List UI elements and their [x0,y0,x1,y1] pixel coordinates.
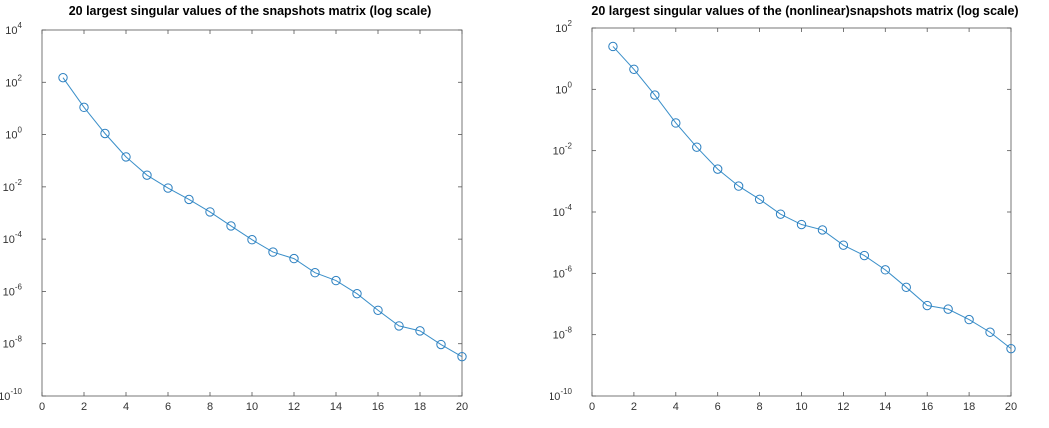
data-point-marker [436,339,446,350]
data-point-marker [943,304,953,314]
data-point-marker [373,305,383,315]
x-tick-label: 6 [165,401,171,413]
data-point-marker [247,235,257,245]
y-tick-label: 102 [555,19,572,35]
data-point-marker [121,152,131,162]
x-tick-label: 12 [288,401,300,413]
plot-area-box [41,29,463,397]
data-point-marker [671,118,681,128]
chart-right-svg: 20 largest singular values of the (nonli… [548,4,1018,413]
y-tick-label: 10-6 [3,282,23,298]
x-tick-label: 0 [589,401,595,413]
data-point-marker [985,327,995,337]
y-tick-label: 10-4 [3,230,23,246]
data-point-marker [268,247,278,257]
x-tick-label: 2 [631,401,637,413]
data-point-marker [163,183,173,193]
chart-left-svg: 20 largest singular values of the snapsh… [0,4,468,413]
data-point-marker [289,253,299,264]
data-point-marker [964,314,974,325]
x-tick-label: 12 [837,401,849,413]
chart-title: 20 largest singular values of the (nonli… [591,4,1018,18]
x-tick-label: 18 [414,401,426,413]
x-tick-label: 20 [456,401,468,413]
x-tick-label: 14 [330,401,342,413]
data-point-marker [838,240,849,250]
data-point-marker [859,250,870,261]
x-tick-label: 4 [123,401,129,413]
x-tick-label: 8 [207,401,213,413]
x-tick-label: 2 [81,401,87,413]
data-point-marker [205,207,215,217]
data-point-marker [733,181,744,191]
data-point-marker [58,72,68,83]
x-tick-label: 16 [921,401,933,413]
x-tick-label: 6 [715,401,721,413]
y-tick-label: 10-10 [0,387,23,403]
data-point-marker [880,265,890,275]
series-line [612,46,1012,350]
y-tick-label: 10-4 [553,203,573,219]
data-point-marker [79,102,89,113]
data-point-marker [394,321,404,331]
y-tick-label: 10-10 [550,387,573,403]
y-tick-label: 10-6 [553,264,573,280]
series-line [62,77,463,358]
data-point-marker [184,194,194,205]
y-tick-label: 100 [5,126,22,142]
data-point-marker [650,90,660,100]
x-tick-label: 0 [39,401,45,413]
y-tick-label: 102 [5,73,22,89]
data-point-marker [142,170,152,180]
chart-title: 20 largest singular values of the snapsh… [69,4,432,18]
chart-left: 20 largest singular values of the snapsh… [0,0,500,428]
y-tick-label: 104 [5,21,22,37]
data-point-marker [457,351,467,362]
x-tick-label: 16 [372,401,384,413]
data-point-marker [713,164,723,174]
x-tick-label: 8 [757,401,763,413]
x-tick-label: 20 [1005,401,1017,413]
plot-area-box [591,27,1012,397]
x-tick-label: 10 [795,401,807,413]
data-point-marker [415,326,425,336]
x-tick-label: 18 [963,401,975,413]
data-point-marker [226,221,236,231]
x-tick-label: 10 [246,401,258,413]
y-tick-label: 10-8 [553,326,573,342]
data-point-marker [922,300,932,311]
data-point-marker [608,41,618,52]
y-tick-label: 100 [555,80,572,96]
y-tick-label: 10-8 [3,335,23,351]
y-tick-label: 10-2 [553,142,573,158]
data-point-marker [796,219,807,230]
data-point-marker [352,288,362,299]
x-tick-label: 14 [879,401,891,413]
data-point-marker [629,64,639,75]
data-point-marker [817,225,828,235]
data-point-marker [775,209,786,219]
data-point-marker [692,142,702,152]
data-point-marker [331,275,341,286]
data-point-marker [1006,343,1016,354]
x-tick-label: 4 [673,401,679,413]
data-point-marker [100,128,110,139]
y-tick-label: 10-2 [3,178,23,194]
chart-right: 20 largest singular values of the (nonli… [548,0,1049,428]
data-point-marker [901,282,911,293]
data-point-marker [310,268,320,278]
data-point-marker [754,194,765,204]
